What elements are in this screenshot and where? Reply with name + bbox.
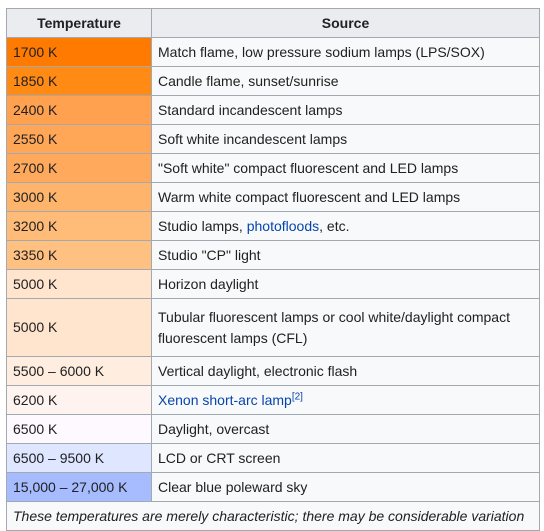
source-link[interactable]: photofloods (246, 218, 320, 234)
table-body: 1700 K Match flame, low pressure sodium l… (6, 37, 540, 502)
reference-link[interactable]: [2] (291, 391, 303, 403)
source-cell: Studio lamps, photofloods, etc. (151, 211, 540, 241)
source-link[interactable]: Xenon short-arc lamp (158, 392, 292, 408)
temperature-cell: 3200 K (6, 211, 152, 241)
table-row: 3200 K Studio lamps, photofloods, etc. (6, 211, 540, 241)
source-cell: Warm white compact fluorescent and LED l… (151, 182, 540, 212)
table-row: 1700 K Match flame, low pressure sodium l… (6, 37, 540, 67)
table-caption: These temperatures are merely characteri… (6, 501, 540, 531)
temperature-cell: 5000 K (6, 269, 152, 299)
temperature-cell: 15,000 – 27,000 K (6, 472, 152, 502)
temperature-cell: 1700 K (6, 37, 152, 67)
source-cell: Candle flame, sunset/sunrise (151, 66, 540, 96)
caption-row: These temperatures are merely characteri… (6, 501, 540, 531)
table-row: 2400 K Standard incandescent lamps (6, 95, 540, 125)
source-text: , etc. (319, 218, 350, 234)
table-row: 6200 K Xenon short-arc lamp[2] (6, 385, 540, 415)
source-cell: Tubular fluorescent lamps or cool white/… (151, 298, 540, 357)
source-cell: Soft white incandescent lamps (151, 124, 540, 154)
temperature-cell: 5500 – 6000 K (6, 356, 152, 386)
temperature-cell: 2400 K (6, 95, 152, 125)
table-row: 2550 K Soft white incandescent lamps (6, 124, 540, 154)
temperature-cell: 2700 K (6, 153, 152, 183)
source-cell: "Soft white" compact fluorescent and LED… (151, 153, 540, 183)
header-temperature[interactable]: Temperature (6, 8, 152, 38)
table-row: 5500 – 6000 K Vertical daylight, electron… (6, 356, 540, 386)
table-row: 3350 K Studio "CP" light (6, 240, 540, 270)
source-cell: LCD or CRT screen (151, 443, 540, 473)
table-row: 6500 – 9500 K LCD or CRT screen (6, 443, 540, 473)
table-row: 15,000 – 27,000 K Clear blue poleward sky (6, 472, 540, 502)
source-cell: Daylight, overcast (151, 414, 540, 444)
table-row: 5000 K Tubular fluorescent lamps or cool … (6, 298, 540, 357)
table-row: 3000 K Warm white compact fluorescent and… (6, 182, 540, 212)
temperature-cell: 6500 K (6, 414, 152, 444)
source-cell: Horizon daylight (151, 269, 540, 299)
source-cell: Vertical daylight, electronic flash (151, 356, 540, 386)
source-cell: Clear blue poleward sky (151, 472, 540, 502)
header-row: Temperature Source (6, 8, 540, 38)
source-cell: Match flame, low pressure sodium lamps (… (151, 37, 540, 67)
temperature-cell: 6500 – 9500 K (6, 443, 152, 473)
source-cell: Standard incandescent lamps (151, 95, 540, 125)
temperature-cell: 5000 K (6, 298, 152, 357)
temperature-cell: 1850 K (6, 66, 152, 96)
color-temperature-table: Temperature Source 1700 K Match flame, lo… (6, 8, 540, 531)
table-row: 5000 K Horizon daylight (6, 269, 540, 299)
temperature-cell: 3000 K (6, 182, 152, 212)
header-source[interactable]: Source (151, 8, 540, 38)
temperature-cell: 6200 K (6, 385, 152, 415)
source-text: Studio lamps, (158, 218, 247, 234)
source-cell: Studio "CP" light (151, 240, 540, 270)
temperature-cell: 2550 K (6, 124, 152, 154)
table-row: 2700 K "Soft white" compact fluorescent a… (6, 153, 540, 183)
table-row: 1850 K Candle flame, sunset/sunrise (6, 66, 540, 96)
source-cell: Xenon short-arc lamp[2] (151, 385, 540, 415)
table-row: 6500 K Daylight, overcast (6, 414, 540, 444)
temperature-cell: 3350 K (6, 240, 152, 270)
